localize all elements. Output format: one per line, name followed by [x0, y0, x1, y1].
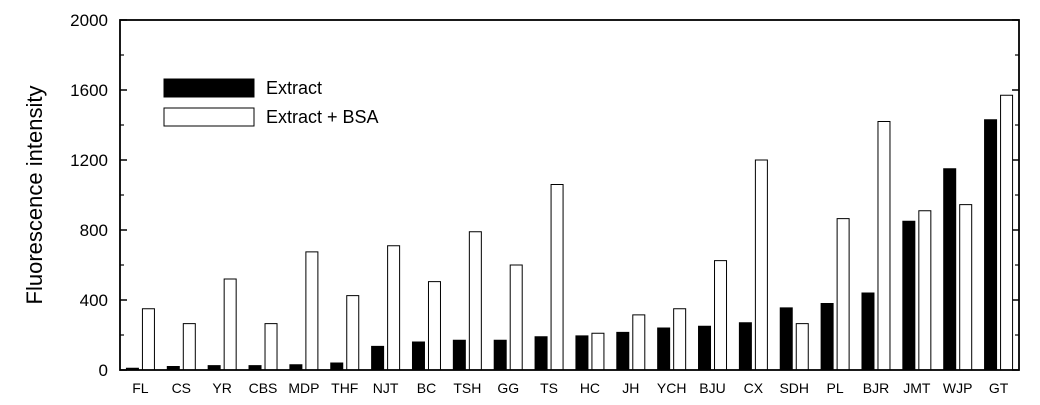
- y-tick-label-4: 1600: [70, 81, 108, 100]
- x-tick-label-yr: YR: [212, 380, 231, 396]
- bar-extract-bsa-gt: [1000, 94, 1014, 371]
- bar-extract-tsh: [452, 339, 466, 371]
- y-axis-title: Fluorescence intensity: [22, 86, 47, 305]
- bar-extract-pl: [820, 303, 834, 371]
- bar-extract-jmt: [902, 220, 916, 371]
- bar-extract-njt: [371, 345, 385, 371]
- bar-extract-bsa-fl: [141, 308, 155, 371]
- bar-extract-bsa-cx: [754, 159, 768, 371]
- y-tick-label-5: 2000: [70, 11, 108, 30]
- bar-extract-bsa-gg: [509, 264, 523, 371]
- bar-extract-bsa-mdp: [305, 251, 319, 371]
- plot-frame: [119, 19, 1020, 371]
- x-tick-label-thf: THF: [331, 380, 358, 396]
- bar-extract-gt: [984, 119, 998, 371]
- bar-extract-bsa-ych: [673, 308, 687, 371]
- bar-extract-bjr: [861, 292, 875, 371]
- x-tick-label-ych: YCH: [657, 380, 687, 396]
- x-tick-label-wjp: WJP: [943, 380, 973, 396]
- x-tick-label-pl: PL: [827, 380, 844, 396]
- bar-extract-bsa-njt: [387, 245, 401, 371]
- x-tick-label-tsh: TSH: [453, 380, 481, 396]
- legend-label-extract-bsa: Extract + BSA: [266, 107, 379, 127]
- bar-extract-ts: [534, 336, 548, 371]
- x-tick-label-fl: FL: [132, 380, 149, 396]
- bar-extract-bsa-sdh: [795, 323, 809, 371]
- legend-swatch-extract: [163, 78, 255, 98]
- x-tick-label-jmt: JMT: [903, 380, 931, 396]
- x-tick-label-sdh: SDH: [779, 380, 809, 396]
- x-tick-label-cs: CS: [172, 380, 191, 396]
- bar-extract-gg: [493, 339, 507, 371]
- y-tick-label-0: 0: [99, 361, 108, 380]
- legend-swatch-extract-bsa: [163, 107, 255, 127]
- x-tick-label-hc: HC: [580, 380, 600, 396]
- bar-extract-bsa-pl: [836, 218, 850, 371]
- bars-layer: [125, 94, 1014, 371]
- legend: Extract Extract + BSA: [163, 78, 379, 127]
- x-tick-label-bju: BJU: [699, 380, 725, 396]
- y-tick-label-2: 800: [80, 221, 108, 240]
- bar-extract-bc: [411, 341, 425, 371]
- bar-extract-sdh: [779, 307, 793, 371]
- bar-extract-bju: [698, 325, 712, 371]
- x-tick-label-bjr: BJR: [863, 380, 889, 396]
- x-tick-label-jh: JH: [622, 380, 639, 396]
- bar-extract-ych: [657, 327, 671, 371]
- legend-label-extract: Extract: [266, 78, 322, 98]
- x-tick-label-gt: GT: [989, 380, 1009, 396]
- x-tick-label-cbs: CBS: [249, 380, 278, 396]
- bar-extract-bsa-hc: [591, 332, 605, 371]
- x-tick-label-gg: GG: [497, 380, 519, 396]
- bar-extract-thf: [330, 362, 344, 371]
- x-tick-label-bc: BC: [417, 380, 436, 396]
- bar-extract-hc: [575, 335, 589, 371]
- bar-extract-bsa-thf: [346, 295, 360, 371]
- bar-extract-bsa-ts: [550, 184, 564, 371]
- x-tick-label-njt: NJT: [373, 380, 399, 396]
- y-tick-label-1: 400: [80, 291, 108, 310]
- y-axis-ticks: 0 400 800 1200 1600 2000: [70, 11, 1019, 380]
- bar-extract-bsa-tsh: [468, 231, 482, 371]
- x-tick-label-cx: CX: [744, 380, 764, 396]
- bar-extract-bsa-yr: [223, 278, 237, 371]
- bar-extract-bsa-bjr: [877, 121, 891, 371]
- bar-extract-bsa-wjp: [959, 204, 973, 371]
- x-axis-ticks: FL CS YR CBS MDP THF NJT BC TSH GG TS HC JH YCH BJU CX S…: [132, 380, 1008, 396]
- x-tick-label-mdp: MDP: [288, 380, 319, 396]
- x-tick-label-ts: TS: [540, 380, 558, 396]
- bar-extract-bsa-cbs: [264, 323, 278, 371]
- bar-extract-bsa-bju: [714, 260, 728, 371]
- bar-extract-bsa-cs: [182, 323, 196, 371]
- bar-extract-bsa-jmt: [918, 210, 932, 371]
- bar-extract-cx: [738, 322, 752, 371]
- bar-extract-wjp: [943, 168, 957, 371]
- bar-extract-jh: [616, 331, 630, 371]
- bar-extract-bsa-bc: [427, 281, 441, 371]
- bar-extract-bsa-jh: [632, 314, 646, 371]
- y-tick-label-3: 1200: [70, 151, 108, 170]
